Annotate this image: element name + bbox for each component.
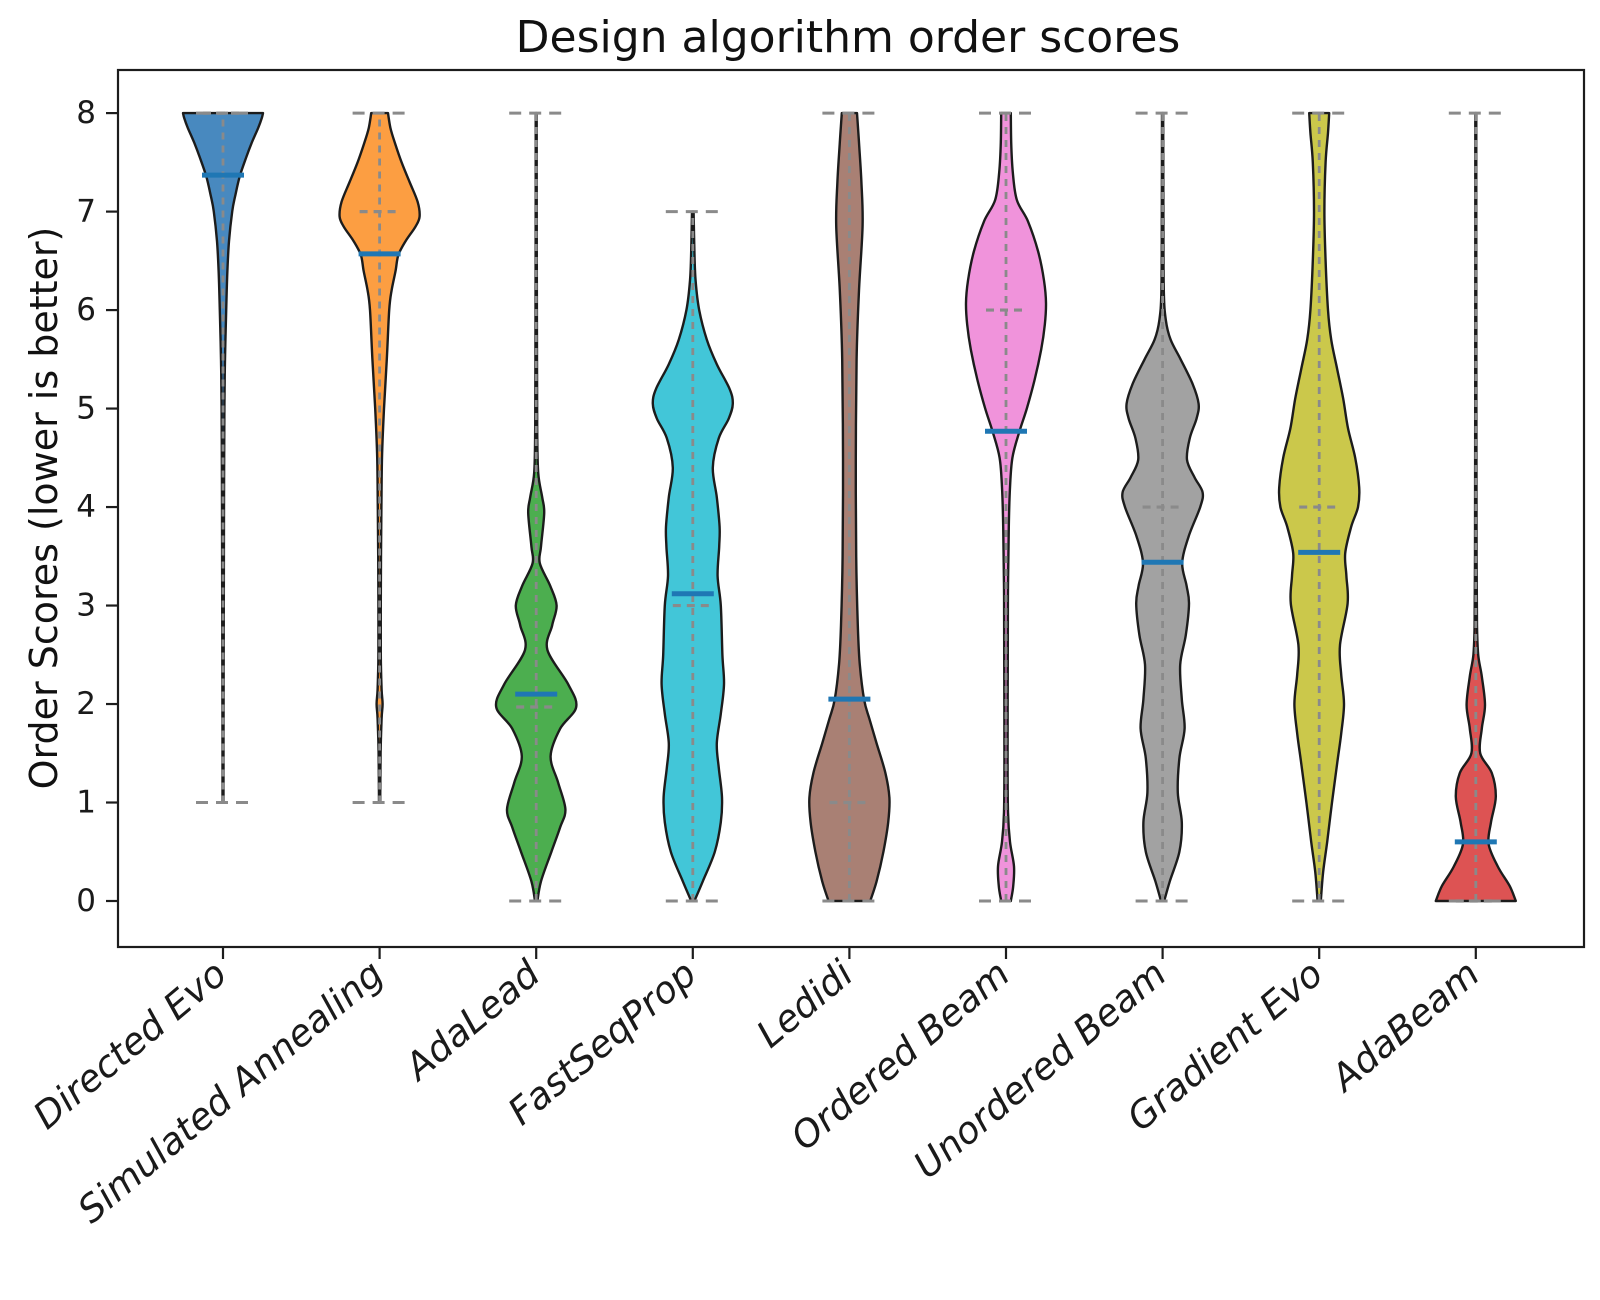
x-tick-label-adabeam: AdaBeam bbox=[1322, 952, 1488, 1101]
x-tick-label-unordered-beam: Unordered Beam bbox=[906, 952, 1175, 1187]
x-tick-label-ledidi: Ledidi bbox=[749, 951, 862, 1056]
y-tick-label: 8 bbox=[76, 95, 96, 131]
y-tick-label: 0 bbox=[76, 883, 96, 919]
y-tick-label: 1 bbox=[76, 785, 96, 821]
y-tick-label: 7 bbox=[76, 194, 96, 230]
y-tick-label: 4 bbox=[76, 489, 96, 525]
y-tick-label: 2 bbox=[76, 686, 96, 722]
plot-border bbox=[116, 68, 1586, 949]
y-tick-label: 6 bbox=[76, 292, 96, 328]
x-tick-label-adalead: AdaLead bbox=[395, 952, 548, 1090]
y-axis-label: Order Scores (lower is better) bbox=[22, 226, 66, 790]
x-tick-label-simulated-annealing: Simulated Annealing bbox=[70, 952, 392, 1232]
y-tick-label: 3 bbox=[76, 588, 96, 624]
y-tick-label: 5 bbox=[76, 391, 96, 427]
chart-title: Design algorithm order scores bbox=[515, 12, 1181, 63]
inner-markers bbox=[196, 111, 1503, 903]
